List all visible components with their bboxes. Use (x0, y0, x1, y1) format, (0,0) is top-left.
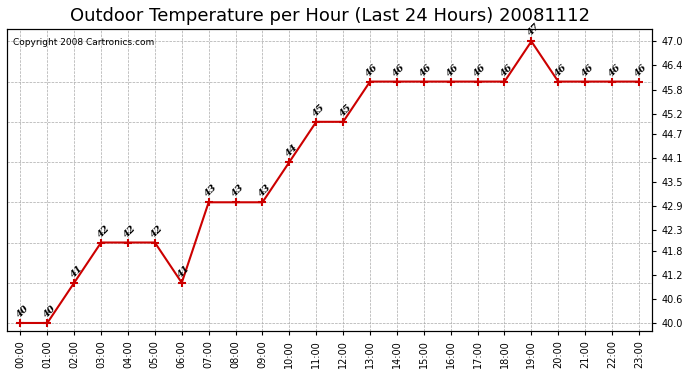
Text: 41: 41 (68, 263, 85, 279)
Text: 46: 46 (391, 62, 407, 78)
Text: 41: 41 (176, 263, 192, 279)
Text: 43: 43 (203, 183, 219, 199)
Text: 46: 46 (580, 62, 595, 78)
Text: 46: 46 (445, 62, 461, 78)
Text: 40: 40 (15, 303, 31, 320)
Text: 42: 42 (122, 223, 138, 239)
Text: 45: 45 (337, 102, 353, 118)
Text: 46: 46 (553, 62, 569, 78)
Text: 44: 44 (284, 142, 299, 159)
Text: 46: 46 (418, 62, 434, 78)
Text: 45: 45 (310, 102, 326, 118)
Text: 43: 43 (230, 183, 246, 199)
Text: 46: 46 (364, 62, 380, 78)
Title: Outdoor Temperature per Hour (Last 24 Hours) 20081112: Outdoor Temperature per Hour (Last 24 Ho… (70, 7, 590, 25)
Text: 40: 40 (41, 303, 58, 320)
Text: 46: 46 (499, 62, 515, 78)
Text: Copyright 2008 Cartronics.com: Copyright 2008 Cartronics.com (13, 38, 155, 47)
Text: 46: 46 (607, 62, 622, 78)
Text: 46: 46 (472, 62, 488, 78)
Text: 42: 42 (95, 223, 111, 239)
Text: 42: 42 (149, 223, 165, 239)
Text: 47: 47 (526, 22, 542, 38)
Text: 46: 46 (633, 62, 649, 78)
Text: 43: 43 (257, 183, 273, 199)
